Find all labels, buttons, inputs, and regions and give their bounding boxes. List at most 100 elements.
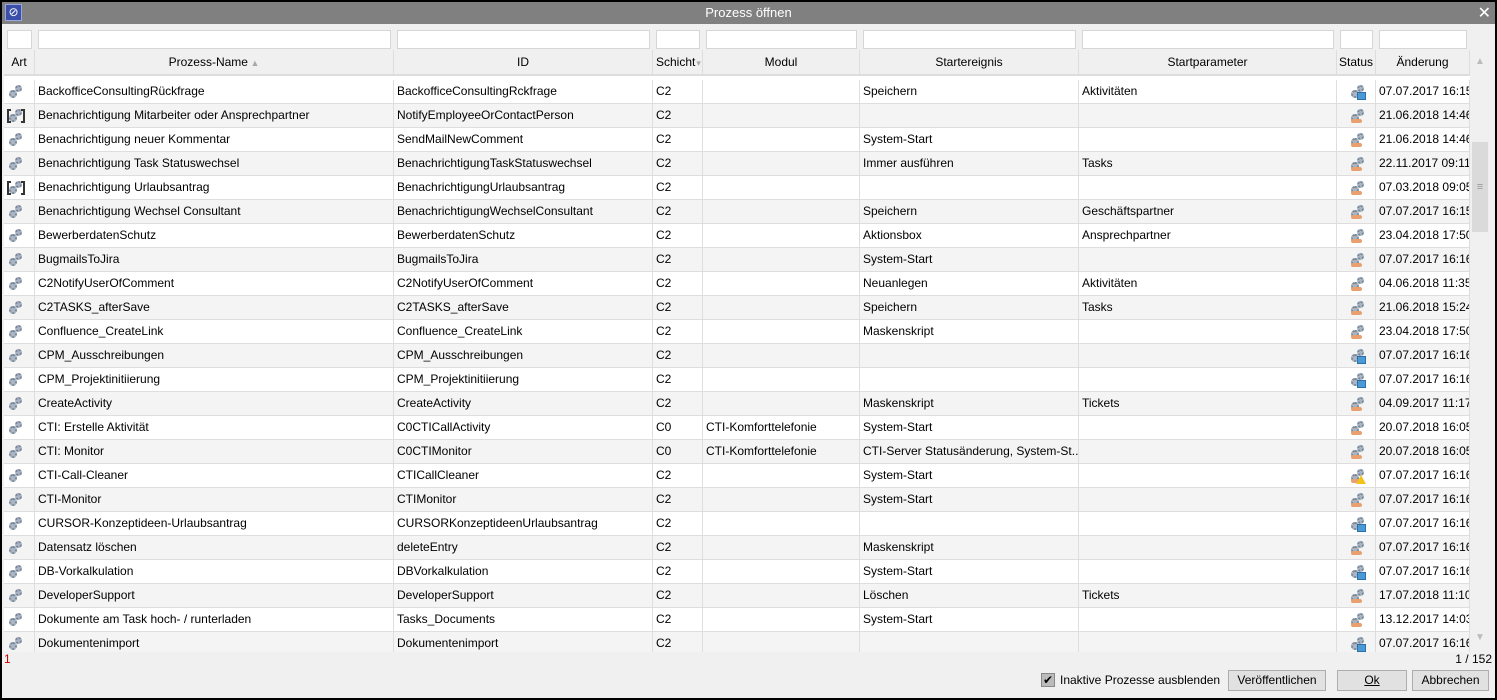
subprocess-gears-icon [7, 180, 25, 196]
close-icon[interactable]: ✕ [1477, 5, 1491, 22]
hide-inactive-checkbox[interactable]: ✔ [1041, 673, 1055, 687]
table-row[interactable]: CTI: Erstelle Aktivität C0CTICallActivity… [4, 416, 1470, 440]
table-row[interactable]: CTI-Monitor CTIMonitor C2 System-Start 07.07… [4, 488, 1470, 512]
filter-input-aenderung[interactable] [1379, 30, 1467, 49]
filter-input-status[interactable] [1340, 30, 1373, 49]
cell-aenderung: 23.04.2018 17:50 [1376, 224, 1470, 247]
cell-startparameter: Tickets [1079, 392, 1337, 415]
cell-status [1337, 248, 1376, 271]
column-header-modul[interactable]: Modul [703, 50, 860, 74]
cancel-button[interactable]: Abbrechen [1412, 670, 1489, 691]
table-row[interactable]: CPM_Ausschreibungen CPM_Ausschreibungen C2… [4, 344, 1470, 368]
gear-shape [1357, 588, 1364, 596]
process-gears-icon [8, 84, 24, 100]
table-row[interactable]: C2TASKS_afterSave C2TASKS_afterSave C2 Spei… [4, 296, 1470, 320]
cell-schicht: C0 [653, 440, 703, 463]
cell-name: Dokumente am Task hoch- / runterladen [35, 608, 394, 631]
cell-startereignis [860, 104, 1079, 127]
cell-modul [703, 536, 860, 559]
gear-shape [9, 281, 17, 290]
filter-input-startereignis[interactable] [863, 30, 1076, 49]
filter-input-modul[interactable] [706, 30, 857, 49]
table-row[interactable]: DeveloperSupport DeveloperSupport C2 Lösche… [4, 584, 1470, 608]
disk-shape [1357, 91, 1366, 100]
sort-indicator-icon: ▾ [696, 58, 701, 68]
gear-shape [15, 324, 22, 332]
cell-startparameter: Aktivitäten [1079, 272, 1337, 295]
cell-startparameter [1079, 512, 1337, 535]
table-row[interactable]: Benachrichtigung Urlaubsantrag Benachrich… [4, 176, 1470, 200]
cell-aenderung: 17.07.2018 11:10 [1376, 584, 1470, 607]
vertical-scrollbar[interactable]: ▲ ≡ ▼ [1470, 26, 1490, 652]
cell-startparameter [1079, 416, 1337, 439]
gear-shape [1357, 516, 1364, 524]
table-row[interactable]: Benachrichtigung Mitarbeiter oder Anspre… [4, 104, 1470, 128]
cell-schicht: C2 [653, 176, 703, 199]
table-row[interactable]: BugmailsToJira BugmailsToJira C2 System-Sta… [4, 248, 1470, 272]
column-header-startparameter[interactable]: Startparameter [1079, 50, 1337, 74]
column-header-aenderung[interactable]: Änderung [1376, 50, 1470, 74]
table-row[interactable]: BackofficeConsultingRückfrage BackofficeC… [4, 80, 1470, 104]
cell-id: Confluence_CreateLink [394, 320, 653, 343]
cell-art [4, 344, 35, 367]
cell-aenderung: 07.07.2017 16:16 [1376, 512, 1470, 535]
cell-status [1337, 416, 1376, 439]
scroll-thumb[interactable]: ≡ [1472, 142, 1488, 232]
table-row[interactable]: CTI-Call-Cleaner CTICallCleaner C2 System-S… [4, 464, 1470, 488]
hand-shape [1351, 286, 1362, 291]
table-row[interactable]: Datensatz löschen deleteEntry C2 Maskenskri… [4, 536, 1470, 560]
table-row[interactable]: Benachrichtigung Task Statuswechsel Benac… [4, 152, 1470, 176]
hand-shape [1351, 502, 1362, 507]
gear-shape [9, 89, 17, 98]
hide-inactive-label[interactable]: Inaktive Prozesse ausblenden [1060, 673, 1221, 687]
table-row[interactable]: CreateActivity CreateActivity C2 Maskenskri… [4, 392, 1470, 416]
column-header-startereignis[interactable]: Startereignis [860, 50, 1079, 74]
cell-name: DB-Vorkalkulation [35, 560, 394, 583]
filter-input-name[interactable] [38, 30, 391, 49]
table-row[interactable]: Benachrichtigung neuer Kommentar SendMail… [4, 128, 1470, 152]
ok-button[interactable]: Ok [1337, 670, 1407, 691]
filter-input-id[interactable] [397, 30, 650, 49]
scroll-up-icon[interactable]: ▲ [1475, 56, 1485, 67]
filter-input-startparameter[interactable] [1082, 30, 1334, 49]
column-header-status[interactable]: Status [1337, 50, 1376, 74]
table-row[interactable]: Dokumentenimport Dokumentenimport C2 07.07.… [4, 632, 1470, 652]
process-gears-icon [8, 612, 24, 628]
cell-id: C2NotifyUserOfComment [394, 272, 653, 295]
hand-shape [1351, 142, 1362, 147]
publish-button[interactable]: Veröffentlichen [1228, 670, 1326, 691]
table-row[interactable]: CURSOR-Konzeptideen-Urlaubsantrag CURSORK… [4, 512, 1470, 536]
cell-startereignis: System-Start [860, 248, 1079, 271]
table-row[interactable]: BewerberdatenSchutz BewerberdatenSchutz C2… [4, 224, 1470, 248]
cell-modul [703, 104, 860, 127]
scroll-down-icon[interactable]: ▼ [1475, 632, 1485, 643]
cell-schicht: C2 [653, 80, 703, 103]
table-row[interactable]: CPM_Projektinitiierung CPM_Projektinitiie… [4, 368, 1470, 392]
table-row[interactable]: DB-Vorkalkulation DBVorkalkulation C2 Syste… [4, 560, 1470, 584]
gear-shape [9, 161, 17, 170]
column-header-art[interactable]: Art [4, 50, 35, 74]
table-row[interactable]: Dokumente am Task hoch- / runterladen Tas… [4, 608, 1470, 632]
column-header-name[interactable]: Prozess-Name ▲ [35, 50, 394, 74]
table-row[interactable]: Confluence_CreateLink Confluence_CreateLi… [4, 320, 1470, 344]
table-row[interactable]: Benachrichtigung Wechsel Consultant Benac… [4, 200, 1470, 224]
disk-shape [1357, 379, 1366, 388]
cell-aenderung: 07.07.2017 16:16 [1376, 248, 1470, 271]
filter-input-art[interactable] [7, 30, 32, 49]
column-header-id[interactable]: ID [394, 50, 653, 74]
gear-shape [15, 156, 22, 164]
gear-shape [9, 209, 17, 218]
cell-art [4, 320, 35, 343]
cell-art [4, 248, 35, 271]
cell-startereignis [860, 512, 1079, 535]
gear-shape [1357, 372, 1364, 380]
cell-status [1337, 272, 1376, 295]
cell-aenderung: 07.07.2017 16:15 [1376, 80, 1470, 103]
table-row[interactable]: CTI: Monitor C0CTIMonitor C0 CTI-Komforttel… [4, 440, 1470, 464]
column-header-schicht[interactable]: Schicht▾ [653, 50, 703, 74]
table-row[interactable]: C2NotifyUserOfComment C2NotifyUserOfComme… [4, 272, 1470, 296]
process-gears-icon [8, 636, 24, 652]
gear-shape [9, 569, 17, 578]
filter-input-schicht[interactable] [656, 30, 700, 49]
cell-startparameter [1079, 608, 1337, 631]
